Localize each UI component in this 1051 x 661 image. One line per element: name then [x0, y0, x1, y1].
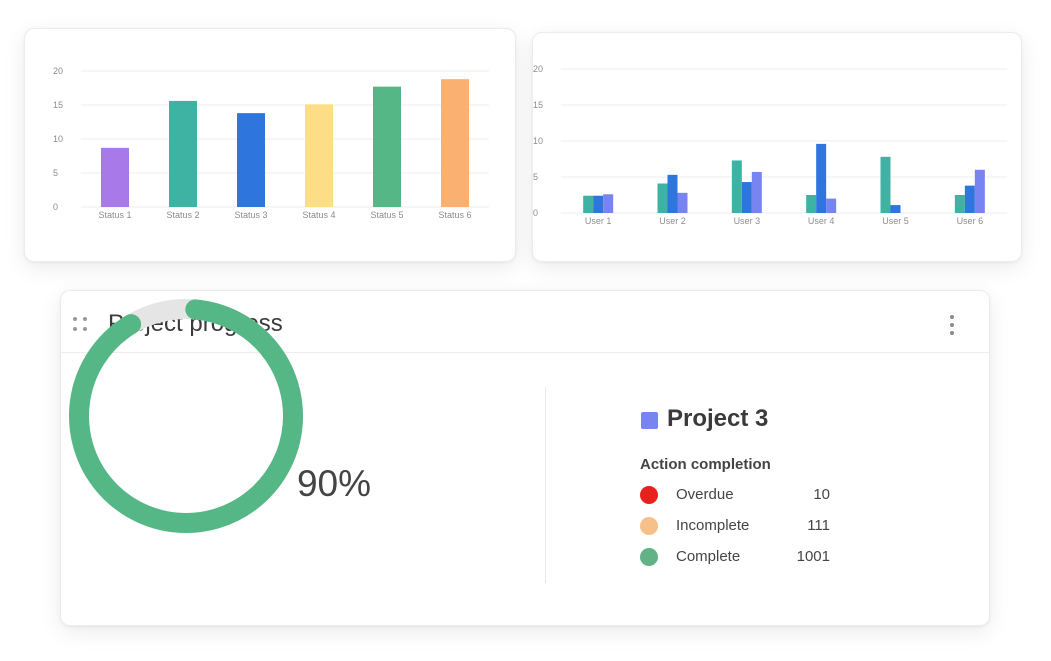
legend-count: 1001: [796, 548, 830, 565]
y-tick-label: 10: [53, 134, 63, 144]
more-vertical-icon[interactable]: [947, 315, 957, 337]
x-tick-label: Status 1: [98, 210, 131, 220]
bar: [954, 195, 965, 213]
y-tick-label: 5: [533, 172, 538, 182]
bar: [657, 183, 668, 213]
user-grouped-bar-chart: 0 5 10 15 20 User 1 User 2 User 3 User 4 User 5 Us…: [533, 64, 1007, 226]
project-name: Project 3: [667, 405, 769, 432]
bar: [373, 86, 401, 207]
bar: [826, 198, 837, 213]
project-progress-widget: Project progress 90% Project 3 Action co…: [60, 290, 990, 626]
vertical-divider: [545, 387, 546, 583]
x-tick-label: User 3: [734, 216, 761, 226]
bar: [751, 171, 762, 213]
bar: [305, 104, 333, 207]
status-bar-chart-card: 0 5 10 15 20 Status 1 Status 2 Status 3 Status 4…: [24, 28, 516, 262]
bar: [677, 192, 688, 213]
bar: [237, 113, 265, 207]
x-tick-label: User 2: [659, 216, 686, 226]
x-tick-label: Status 4: [302, 210, 335, 220]
bar: [816, 143, 827, 213]
progress-donut: [69, 299, 303, 533]
bar: [964, 185, 975, 213]
y-tick-label: 15: [53, 100, 63, 110]
status-bar-chart: 0 5 10 15 20 Status 1 Status 2 Status 3 Status 4…: [53, 66, 489, 220]
project-color-swatch: [641, 412, 658, 429]
y-tick-label: 20: [533, 64, 543, 74]
y-tick-label: 15: [533, 100, 543, 110]
bar: [583, 195, 594, 213]
legend-item-incomplete: Incomplete 111: [640, 514, 840, 538]
bar: [880, 156, 891, 213]
x-tick-label: Status 6: [438, 210, 471, 220]
progress-percent-label: 90%: [296, 463, 372, 504]
user-grouped-bar-chart-card: 0 5 10 15 20 User 1 User 2 User 3 User 4 User 5 Us…: [532, 32, 1022, 262]
bar: [441, 79, 469, 207]
legend-count: 10: [813, 486, 830, 503]
bar: [603, 194, 614, 213]
legend-dot-overdue: [640, 486, 658, 504]
x-tick-label: User 6: [957, 216, 984, 226]
legend-label: Complete: [676, 548, 741, 565]
y-tick-label: 0: [53, 202, 58, 212]
x-tick-label: Status 2: [166, 210, 199, 220]
action-completion-label: Action completion: [640, 456, 771, 473]
legend-count: 111: [807, 517, 830, 534]
bar: [741, 182, 752, 213]
y-tick-label: 10: [533, 136, 543, 146]
x-tick-label: User 4: [808, 216, 835, 226]
bar: [806, 195, 817, 213]
bar: [101, 147, 129, 207]
x-tick-label: User 1: [585, 216, 612, 226]
donut-progress-arc: [69, 299, 303, 533]
header-divider: [61, 352, 989, 353]
bar: [593, 195, 604, 213]
bar: [731, 160, 742, 213]
bar: [667, 174, 678, 213]
legend-item-complete: Complete 1001: [640, 545, 840, 569]
x-tick-label: Status 5: [370, 210, 403, 220]
legend-dot-complete: [640, 548, 658, 566]
y-tick-label: 0: [533, 208, 538, 218]
bar: [169, 100, 197, 207]
x-tick-label: Status 3: [234, 210, 267, 220]
y-tick-label: 20: [53, 66, 63, 76]
legend-label: Overdue: [676, 486, 734, 503]
x-tick-label: User 5: [882, 216, 909, 226]
legend-label: Incomplete: [676, 517, 750, 534]
bar: [974, 169, 985, 213]
legend-item-overdue: Overdue 10: [640, 483, 840, 507]
drag-handle-icon[interactable]: [73, 317, 91, 335]
y-tick-label: 5: [53, 168, 58, 178]
bar: [890, 205, 901, 213]
legend-dot-incomplete: [640, 517, 658, 535]
